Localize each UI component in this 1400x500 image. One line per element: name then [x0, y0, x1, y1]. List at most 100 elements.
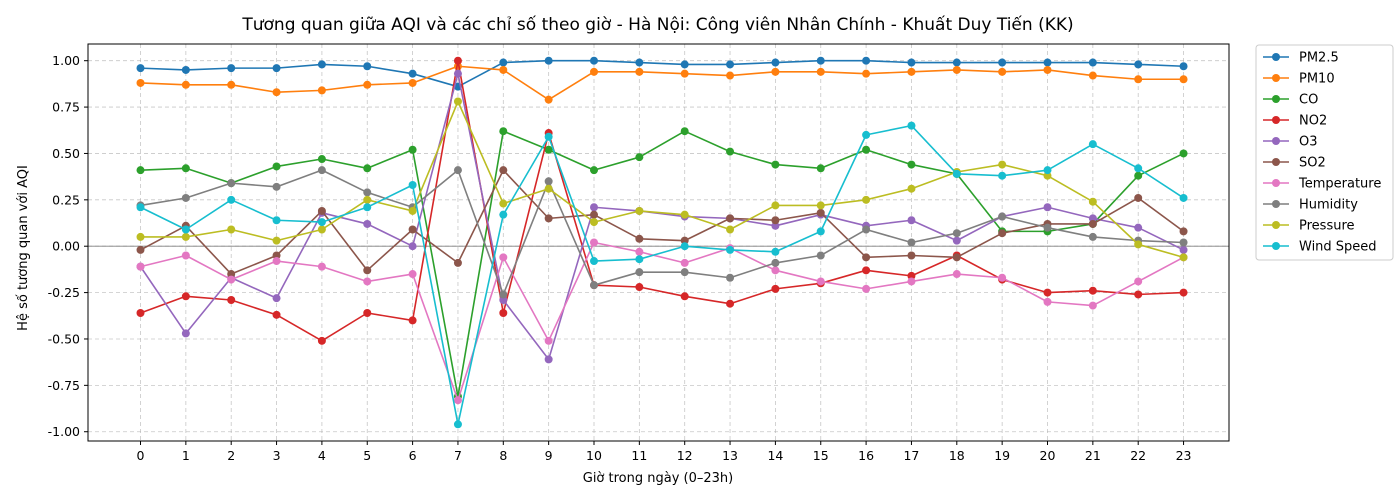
legend-label: PM2.5 [1299, 51, 1339, 66]
data-point-temperature [680, 258, 689, 267]
grid [88, 44, 1229, 441]
data-point-pm2-5 [907, 58, 916, 67]
data-point-pressure [453, 97, 462, 106]
data-point-no2 [862, 266, 871, 275]
data-point-temperature [1043, 297, 1052, 306]
x-tick-label: 11 [631, 448, 647, 463]
data-point-wind-speed [136, 203, 145, 212]
data-point-humidity [272, 182, 281, 191]
data-point-humidity [1088, 232, 1097, 241]
data-point-pm10 [635, 67, 644, 76]
legend-marker [1272, 95, 1280, 103]
x-tick-label: 10 [586, 448, 602, 463]
series-line-humidity [140, 169, 1184, 296]
y-tick-label: 0.00 [52, 239, 80, 254]
data-point-co [1179, 149, 1188, 158]
data-point-o3 [544, 355, 553, 364]
data-point-pm2-5 [1179, 62, 1188, 71]
data-point-o3 [952, 236, 961, 245]
data-point-no2 [635, 283, 644, 292]
data-point-pm2-5 [544, 56, 553, 65]
data-point-humidity [726, 273, 735, 282]
legend: PM2.5 PM10 CO NO2 O3 SO2 Temperature Humidity Pr… [1255, 44, 1394, 261]
data-point-pressure [408, 206, 417, 215]
y-tick-label: 0.25 [52, 192, 80, 207]
legend-label: Pressure [1299, 219, 1355, 234]
data-point-pm10 [181, 80, 190, 89]
data-point-so2 [408, 225, 417, 234]
data-point-pm2-5 [136, 64, 145, 73]
data-point-pm2-5 [998, 58, 1007, 67]
data-point-co [136, 166, 145, 175]
data-point-so2 [635, 234, 644, 243]
data-point-pm2-5 [590, 56, 598, 65]
data-point-pressure [317, 225, 326, 234]
data-point-wind-speed [1043, 166, 1052, 175]
x-tick-label: 17 [903, 448, 919, 463]
legend-label: PM10 [1299, 72, 1335, 87]
data-point-co [680, 127, 689, 136]
x-tick-label: 4 [318, 448, 326, 463]
data-point-o3 [499, 296, 508, 305]
data-point-pressure [590, 218, 598, 227]
data-point-no2 [181, 292, 190, 301]
data-point-wind-speed [816, 227, 825, 236]
series-no2 [136, 56, 1188, 345]
legend-marker [1272, 116, 1280, 124]
data-point-co [771, 160, 780, 169]
y-tick-label: 0.75 [52, 100, 80, 115]
data-point-so2 [816, 208, 825, 217]
series-wind-speed [136, 121, 1188, 429]
x-tick-label: 0 [137, 448, 145, 463]
data-point-humidity [181, 193, 190, 202]
series-pm2-5 [136, 56, 1188, 91]
x-tick-label: 3 [273, 448, 281, 463]
data-point-co [181, 164, 190, 173]
data-point-o3 [363, 219, 372, 228]
data-point-o3 [1088, 214, 1097, 223]
data-point-pm10 [363, 80, 372, 89]
series-so2 [136, 166, 1188, 279]
x-tick-label: 19 [994, 448, 1010, 463]
data-point-temperature [771, 266, 780, 275]
data-point-so2 [499, 166, 508, 175]
x-axis-label: Giờ trong ngày (0–23h) [583, 471, 733, 486]
data-point-pm2-5 [499, 58, 508, 67]
series-line-pm2-5 [140, 59, 1184, 88]
legend-marker [1272, 221, 1280, 229]
x-tick-label: 6 [409, 448, 417, 463]
data-point-so2 [771, 216, 780, 225]
data-point-pm10 [907, 67, 916, 76]
data-point-pm10 [816, 67, 825, 76]
legend-label: SO2 [1299, 156, 1326, 171]
x-tick-label: 22 [1130, 448, 1146, 463]
data-point-wind-speed [635, 255, 644, 264]
y-tick-label: -1.00 [48, 424, 80, 439]
data-point-wind-speed [1134, 164, 1143, 173]
data-point-pressure [272, 236, 281, 245]
data-point-pressure [181, 232, 190, 241]
y-tick-label: -0.25 [48, 285, 80, 300]
data-point-no2 [1179, 288, 1188, 297]
x-tick-label: 20 [1040, 448, 1056, 463]
data-point-so2 [952, 253, 961, 262]
x-tick-label: 21 [1085, 448, 1101, 463]
data-point-wind-speed [680, 242, 689, 251]
data-point-wind-speed [590, 257, 598, 266]
data-point-wind-speed [317, 218, 326, 227]
data-point-humidity [952, 229, 961, 238]
data-point-no2 [227, 296, 236, 305]
data-point-wind-speed [907, 121, 916, 130]
data-point-temperature [590, 238, 598, 247]
series-line-so2 [140, 169, 1185, 275]
x-tick-label: 15 [813, 448, 829, 463]
data-point-pm10 [272, 88, 281, 97]
legend-label: Temperature [1298, 177, 1381, 192]
data-point-wind-speed [499, 210, 508, 219]
data-point-humidity [590, 281, 598, 290]
data-point-o3 [1179, 245, 1188, 254]
data-point-pm10 [499, 65, 508, 74]
data-point-pressure [1088, 197, 1097, 206]
data-point-o3 [1134, 223, 1143, 232]
